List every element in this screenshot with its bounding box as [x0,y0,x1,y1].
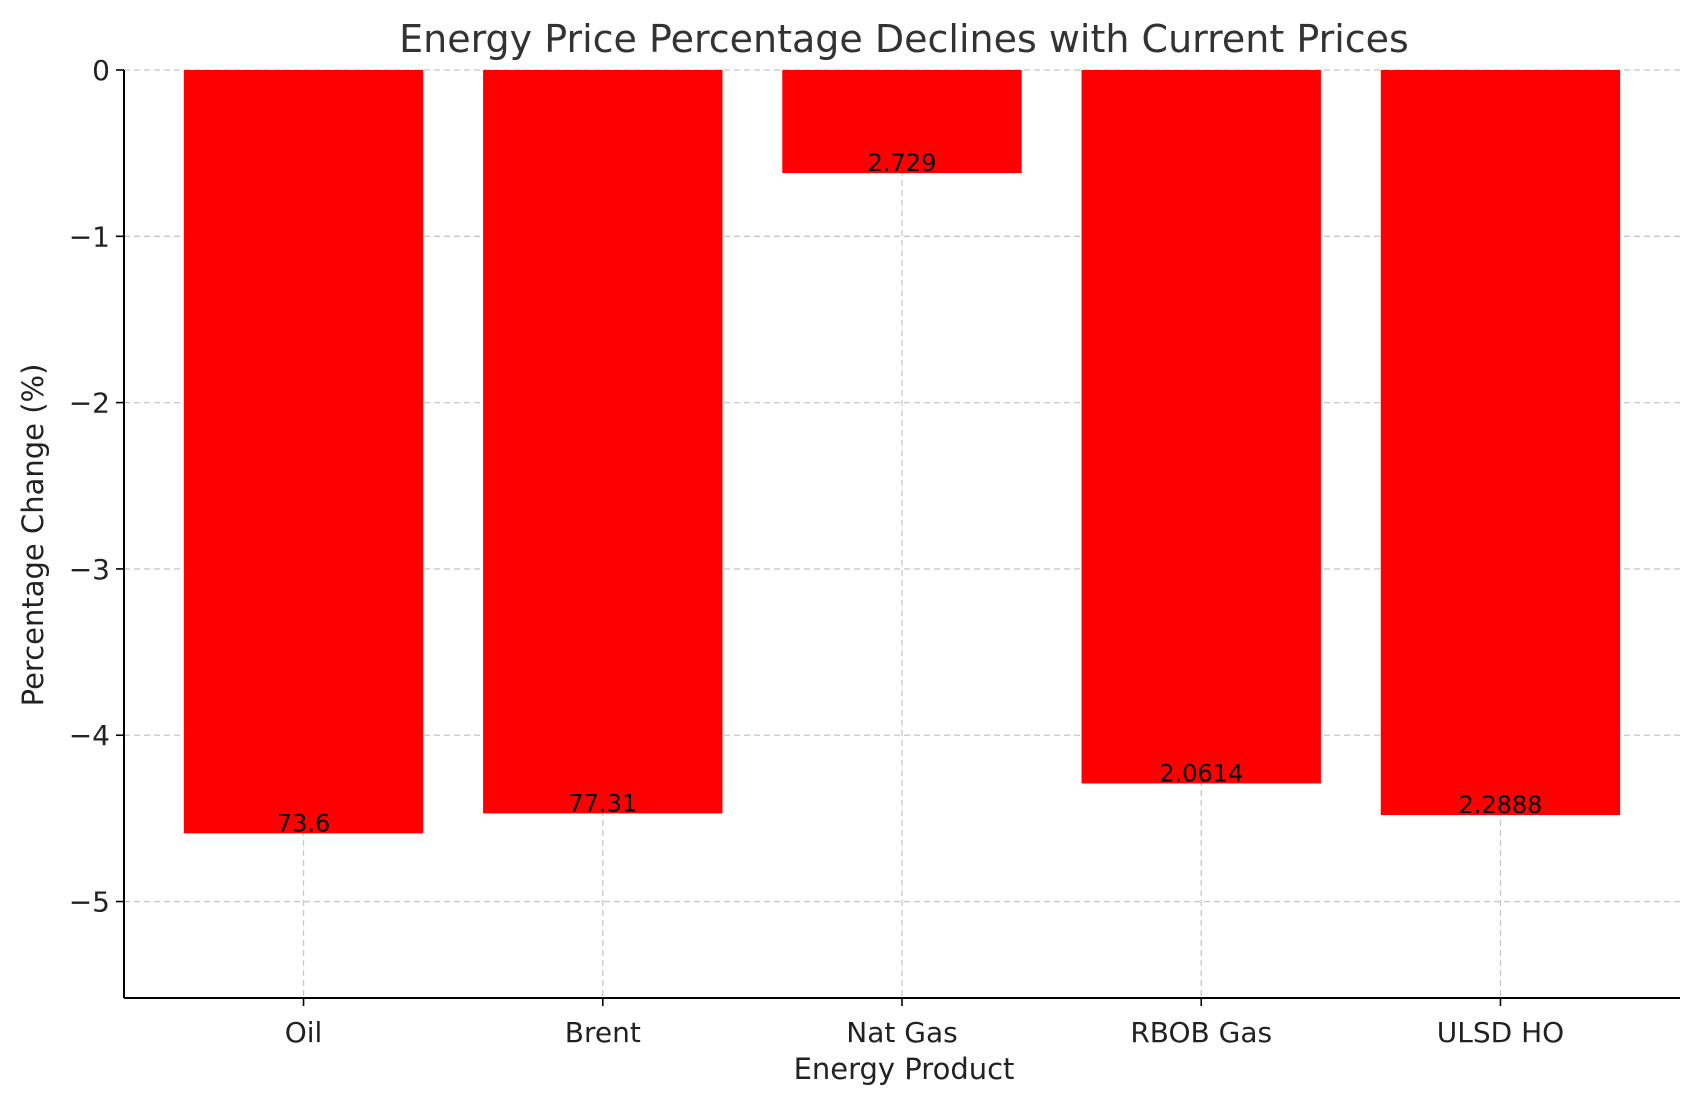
bar-data-label: 2.2888 [1458,791,1542,819]
y-axis-label: Percentage Change (%) [16,364,50,707]
bar-rbob-gas [1081,70,1321,784]
bar-data-label: 73.6 [277,809,330,837]
bar-data-label: 2.0614 [1159,759,1243,787]
tick-labels: 0 −1 −2 −3 −4 −5 Oil Brent Nat Gas RBOB Gas ULSD H… [69,54,1564,1049]
y-tick-label: −2 [69,387,110,420]
y-tick-label: −3 [69,553,110,586]
y-tick-label: 0 [92,54,110,87]
y-tick-label: −1 [69,220,110,253]
bars [183,70,1621,834]
bar-nat-gas [782,70,1022,174]
x-tick-label: ULSD HO [1437,1016,1564,1049]
y-tick-label: −5 [69,886,110,919]
data-labels: 73.6 77.31 2.729 2.0614 2.2888 [277,149,1543,837]
axes [116,69,1680,1006]
x-tick-label: Oil [285,1016,323,1049]
x-tick-label: Nat Gas [846,1016,957,1049]
x-axis-label: Energy Product [794,1052,1015,1086]
x-tick-label: Brent [565,1016,641,1049]
bar-data-label: 2.729 [868,149,937,177]
x-tick-label: RBOB Gas [1130,1016,1272,1049]
y-tick-label: −4 [69,719,110,752]
bar-brent [483,70,723,814]
bar-ulsd-ho [1380,70,1621,816]
bar-data-label: 77.31 [568,789,637,817]
bar-oil [183,70,424,834]
chart-title: Energy Price Percentage Declines with Cu… [399,17,1409,61]
